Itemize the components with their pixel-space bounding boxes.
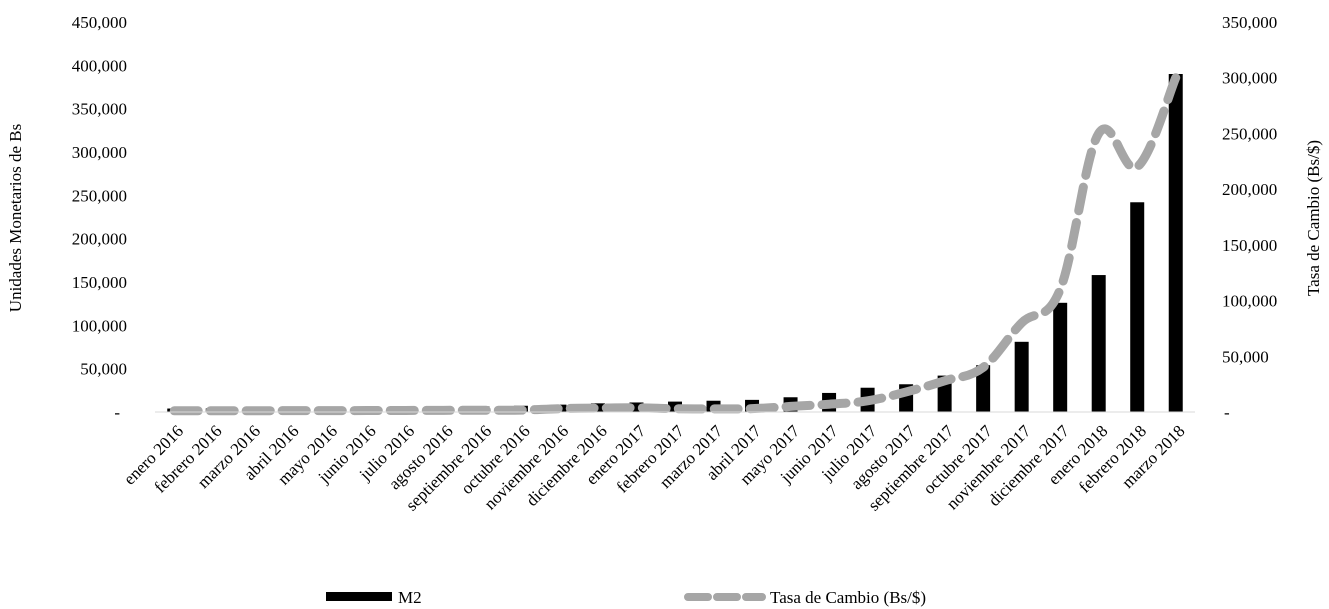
left-tick-label: 400,000 [72, 56, 127, 75]
right-tick-label: 150,000 [1222, 236, 1277, 255]
legend: M2 Tasa de Cambio (Bs/$) [326, 588, 926, 607]
m2-bar [1091, 275, 1106, 412]
left-axis-ticks: - 50,000 100,000 150,000 200,000 250,000 300,0… [72, 13, 127, 422]
right-axis-ticks: - 50,000 100,000 150,000 200,000 250,000 300,0… [1222, 13, 1277, 422]
right-tick-label: 200,000 [1222, 180, 1277, 199]
m2-bar [976, 365, 991, 412]
left-tick-label: 450,000 [72, 13, 127, 32]
m2-bars [167, 74, 1183, 412]
tasa-line [169, 73, 1181, 416]
left-tick-label: 100,000 [72, 316, 127, 335]
m2-bar [629, 402, 644, 412]
left-tick-label: 300,000 [72, 143, 127, 162]
legend-tasa-label: Tasa de Cambio (Bs/$) [770, 588, 926, 607]
m2-bar [1053, 302, 1068, 412]
left-tick-label: 200,000 [72, 230, 127, 249]
right-tick-label: 50,000 [1222, 347, 1269, 366]
legend-m2-swatch [326, 592, 392, 601]
left-tick-label: 50,000 [80, 360, 127, 379]
left-tick-label: 350,000 [72, 100, 127, 119]
legend-m2-label: M2 [398, 588, 422, 607]
tasa-line-layer [169, 73, 1181, 416]
right-tick-label: 250,000 [1222, 124, 1277, 143]
right-tick-label: - [1224, 403, 1230, 422]
m2-bar [1168, 74, 1183, 412]
left-tick-label: 150,000 [72, 273, 127, 292]
left-tick-label: - [114, 403, 120, 422]
right-tick-label: 300,000 [1222, 69, 1277, 88]
m2-bar [1014, 341, 1029, 412]
right-tick-label: 350,000 [1222, 13, 1277, 32]
left-tick-label: 250,000 [72, 186, 127, 205]
m2-bar [1130, 202, 1145, 412]
right-tick-label: 100,000 [1222, 292, 1277, 311]
right-axis-title: Tasa de Cambio (Bs/$) [1304, 140, 1323, 296]
left-axis-title: Unidades Monetarios de Bs [6, 124, 25, 312]
